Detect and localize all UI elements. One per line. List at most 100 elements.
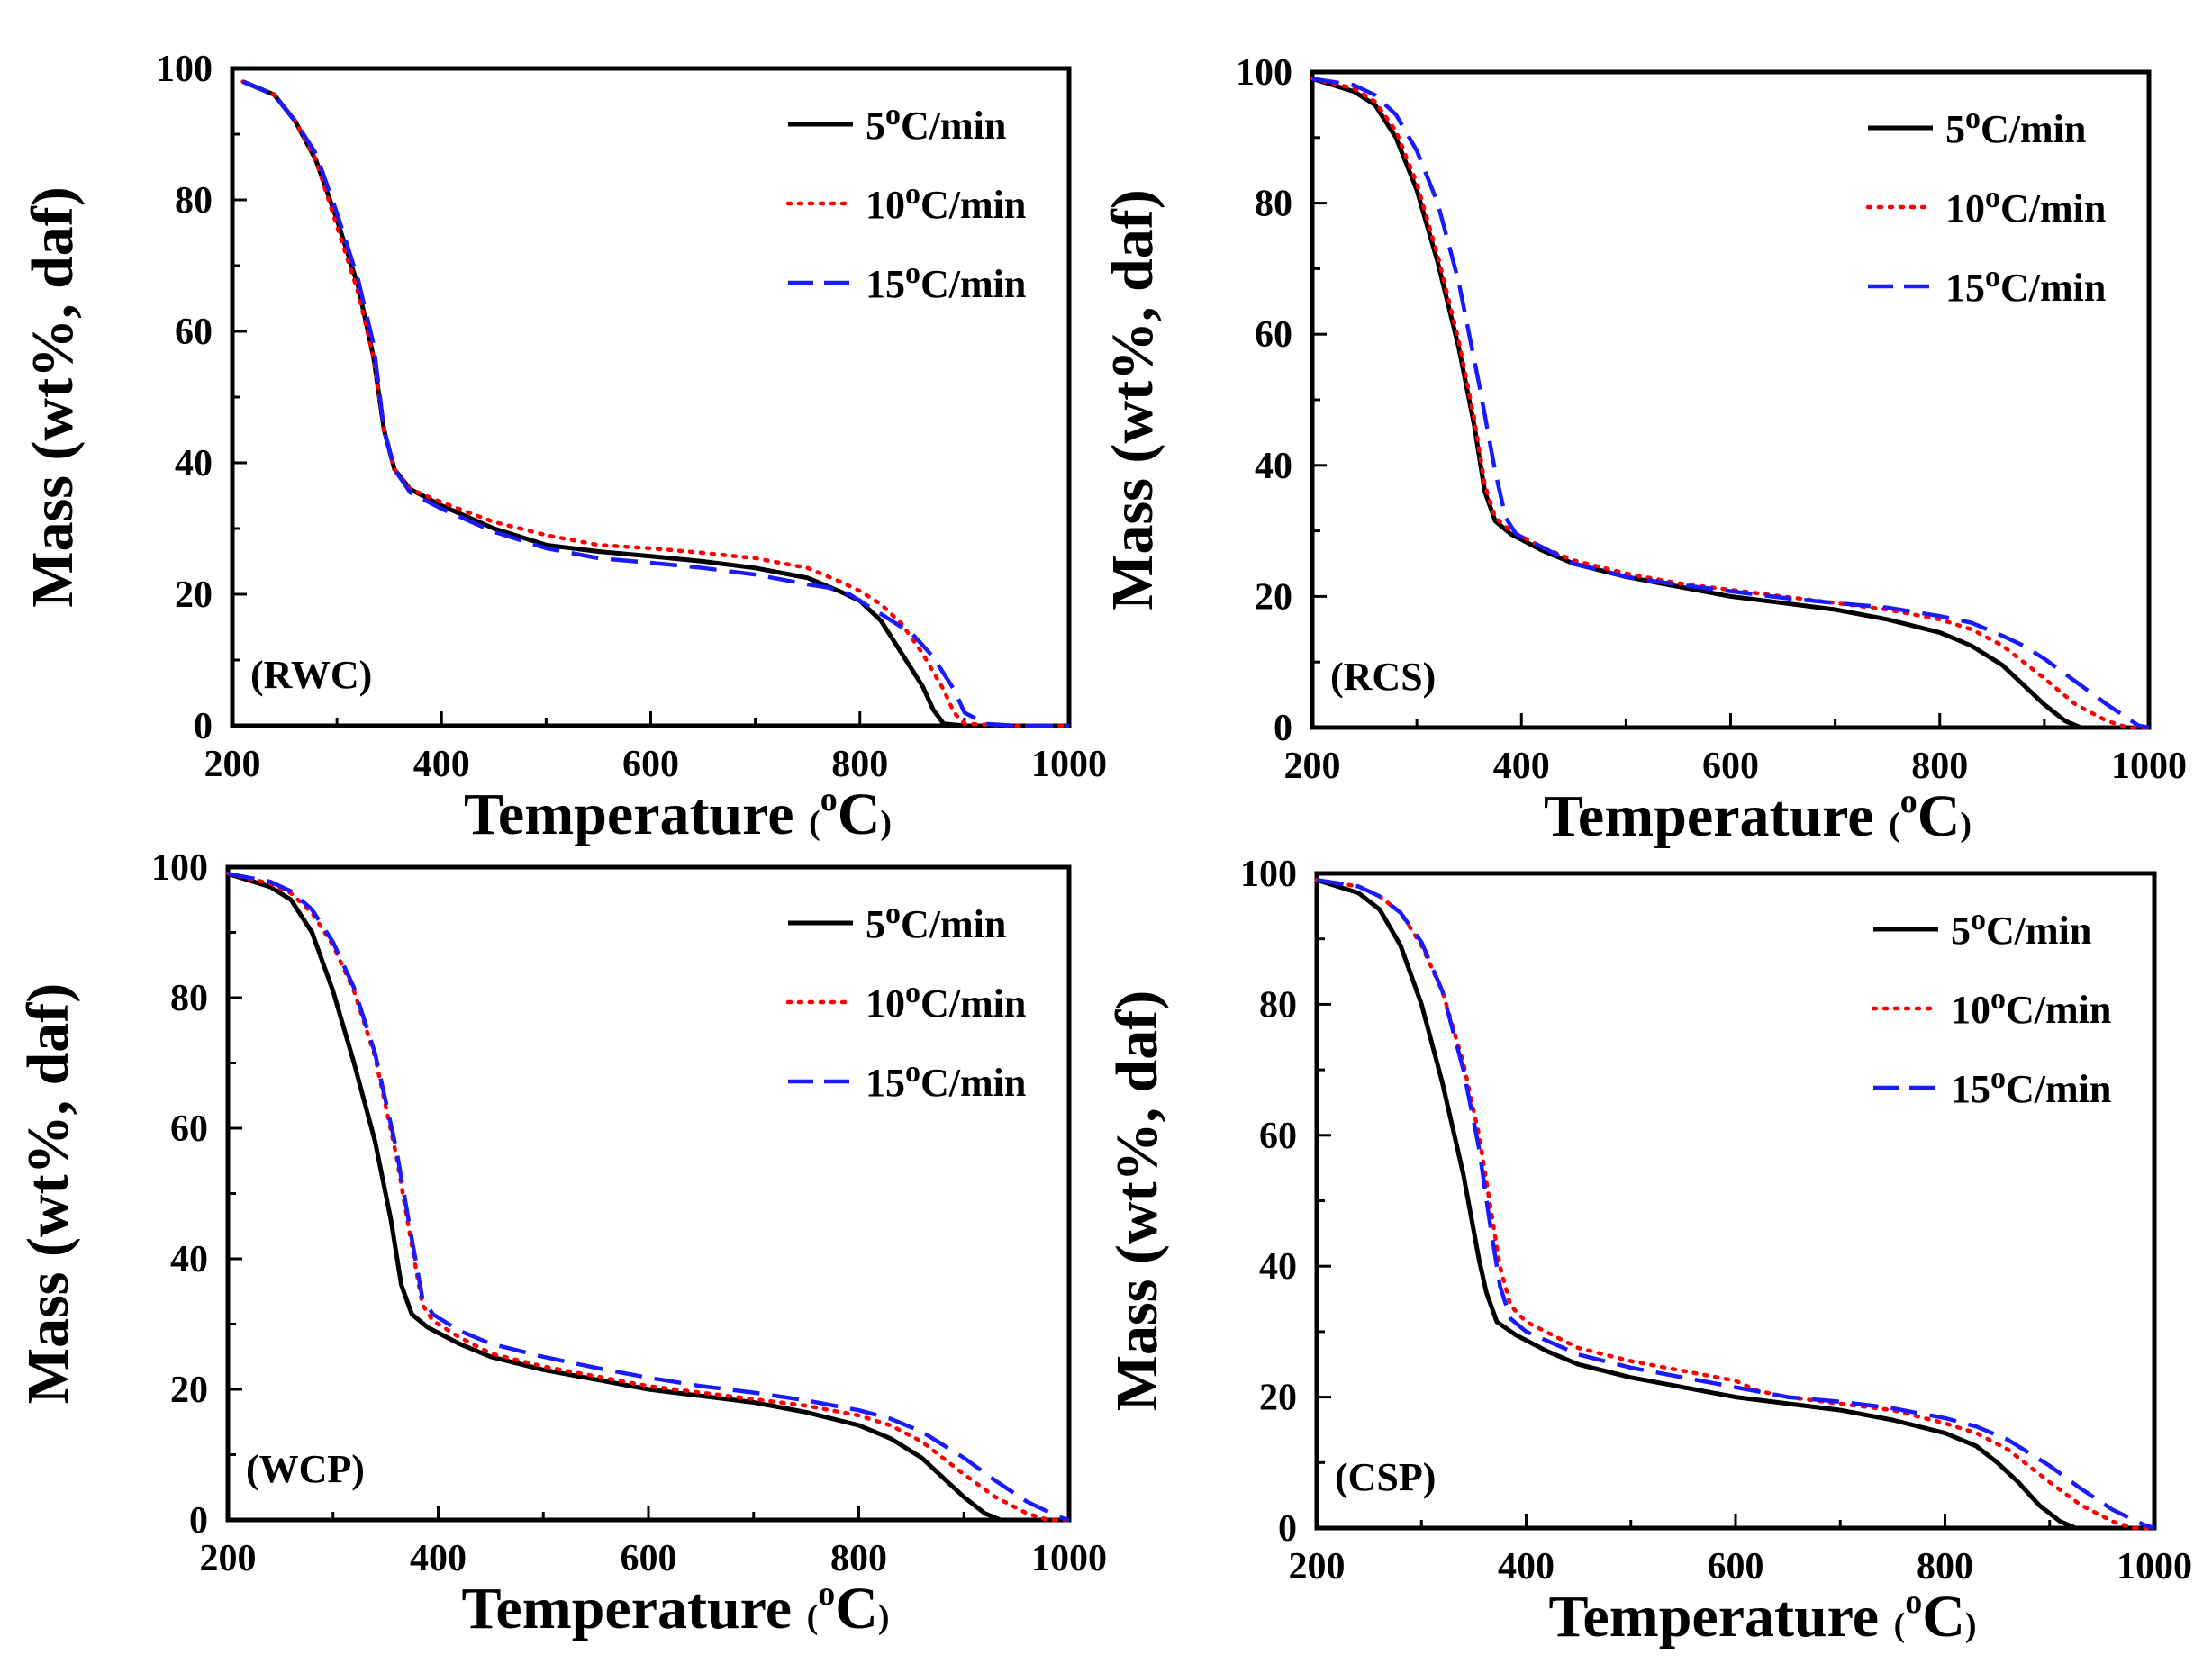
series-line-10 xyxy=(1314,878,2157,1531)
legend-label-15: 15oC/min xyxy=(1945,260,2106,310)
series-line-5 xyxy=(1311,76,2149,730)
x-axis-title-text: Temperature xyxy=(1544,783,1889,849)
y-axis-title: Mass (wt%, daf) xyxy=(1104,990,1170,1411)
y-tick-label: 60 xyxy=(170,1108,208,1150)
x-axis-title-close: ) xyxy=(878,1598,890,1636)
y-tick-label: 80 xyxy=(175,180,213,222)
y-tick-label: 100 xyxy=(1236,52,1292,94)
x-axis-title-text: Temperature xyxy=(461,1576,806,1641)
x-tick-label: 600 xyxy=(621,1538,677,1579)
x-tick-label: 800 xyxy=(1917,1546,1973,1587)
chart-panel-4: 200 400 600 800 1000 0 20 40 60 80 100 Temperature … xyxy=(1104,854,2192,1650)
x-tick-label: 600 xyxy=(1702,746,1759,787)
legend-label-5: 5oC/min xyxy=(866,98,1006,148)
panel-sample-label: (RCS) xyxy=(1330,655,1436,699)
x-tick-label: 1000 xyxy=(1031,1538,1107,1579)
y-axis-title: Mass (wt%, daf) xyxy=(20,186,86,607)
x-tick-label: 1000 xyxy=(1031,744,1107,785)
y-tick-label: 100 xyxy=(1240,854,1297,895)
x-axis-title-unit: C xyxy=(1917,783,1961,849)
x-axis-title-sup: o xyxy=(1900,782,1917,820)
x-axis-title: Temperature (oC) xyxy=(464,781,892,847)
legend-label-5: 5oC/min xyxy=(1945,102,2086,151)
y-tick-label: 60 xyxy=(175,312,213,353)
x-tick-label: 200 xyxy=(200,1538,257,1579)
x-axis-title-text: Temperature xyxy=(464,782,809,847)
y-tick-label: 20 xyxy=(1255,576,1292,618)
x-axis-title-unit: C xyxy=(1922,1584,1965,1650)
x-axis-title: Temperature (oC) xyxy=(1544,782,1972,849)
x-tick-label: 400 xyxy=(413,744,470,785)
panel-sample-label: (CSP) xyxy=(1335,1455,1436,1499)
y-tick-label: 0 xyxy=(194,706,213,747)
y-tick-label: 60 xyxy=(1259,1116,1297,1157)
y-tick-label: 20 xyxy=(170,1370,208,1411)
x-tick-label: 200 xyxy=(204,744,261,785)
x-tick-label: 200 xyxy=(1284,746,1341,787)
x-axis-title-unit: C xyxy=(838,782,881,847)
series-line-10 xyxy=(1310,77,2152,730)
y-tick-label: 80 xyxy=(1259,984,1297,1026)
y-tick-label: 80 xyxy=(1255,184,1292,225)
x-axis-title-open: ( xyxy=(809,804,820,842)
series-line-5 xyxy=(227,871,1069,1523)
y-tick-label: 0 xyxy=(1274,708,1292,749)
legend-label-15: 15oC/min xyxy=(866,1055,1026,1105)
legend-label-15: 15oC/min xyxy=(1951,1062,2111,1111)
plot-frame xyxy=(1314,871,2157,1531)
panel-sample-label: (RWC) xyxy=(250,653,372,697)
x-axis-title-unit: C xyxy=(835,1576,878,1641)
panel-sample-label: (WCP) xyxy=(246,1447,365,1491)
legend-label-10: 10oC/min xyxy=(866,177,1026,227)
y-tick-label: 40 xyxy=(1255,446,1292,487)
legend-label-10: 10oC/min xyxy=(1945,181,2106,231)
y-tick-label: 80 xyxy=(170,978,208,1019)
legend-label-5: 5oC/min xyxy=(1951,903,2091,953)
legend-label-10: 10oC/min xyxy=(866,976,1026,1026)
y-tick-label: 40 xyxy=(1259,1246,1297,1288)
x-axis-title-open: ( xyxy=(1894,1606,1906,1644)
x-tick-label: 1000 xyxy=(2117,1546,2192,1587)
series-line-15 xyxy=(1311,77,2150,730)
x-axis-title-sup: o xyxy=(820,781,838,818)
y-tick-label: 100 xyxy=(151,847,208,889)
x-axis-title-text: Temperature xyxy=(1548,1584,1893,1650)
series-line-15 xyxy=(1316,878,2155,1531)
series-line-15 xyxy=(241,79,1069,728)
plot-frame xyxy=(225,864,1072,1523)
x-tick-label: 400 xyxy=(1498,1546,1555,1587)
x-tick-label: 800 xyxy=(1911,746,1968,787)
x-tick-label: 200 xyxy=(1289,1546,1346,1587)
x-tick-label: 800 xyxy=(831,744,888,785)
x-axis-title-close: ) xyxy=(1965,1606,1977,1644)
x-axis-title-sup: o xyxy=(818,1575,835,1613)
x-axis-title-sup: o xyxy=(1905,1583,1922,1621)
x-axis-title-open: ( xyxy=(1889,806,1900,844)
y-axis-title: Mass (wt%, daf) xyxy=(1100,189,1165,610)
y-tick-label: 60 xyxy=(1255,314,1292,356)
chart-panel-2: 200 400 600 800 1000 0 20 40 60 80 100 Temperature … xyxy=(1100,52,2187,849)
x-axis-title: Temperature (oC) xyxy=(461,1575,889,1641)
x-tick-label: 400 xyxy=(1493,746,1550,787)
series-line-10 xyxy=(225,872,1072,1523)
x-axis-title: Temperature (oC) xyxy=(1548,1583,1976,1650)
plot-frame xyxy=(1310,69,2152,730)
series-line-10 xyxy=(240,79,1072,728)
x-axis-title-open: ( xyxy=(807,1598,819,1636)
y-tick-label: 20 xyxy=(1259,1378,1297,1419)
x-tick-label: 600 xyxy=(1708,1546,1764,1587)
x-axis-title-close: ) xyxy=(1960,806,1972,844)
series-line-15 xyxy=(227,872,1070,1523)
y-tick-label: 20 xyxy=(175,574,213,616)
x-tick-label: 800 xyxy=(830,1538,887,1579)
x-tick-label: 600 xyxy=(622,744,679,785)
x-axis-title-close: ) xyxy=(880,804,892,842)
y-tick-label: 0 xyxy=(189,1500,208,1542)
legend-label-5: 5oC/min xyxy=(866,897,1006,946)
series-line-5 xyxy=(1316,877,2154,1531)
chart-panel-1: 200 400 600 800 1000 0 20 40 60 80 100 Temperature … xyxy=(20,49,1107,847)
y-axis-title: Mass (wt%, daf) xyxy=(15,983,81,1404)
x-tick-label: 1000 xyxy=(2111,746,2187,787)
y-tick-label: 40 xyxy=(170,1239,208,1280)
